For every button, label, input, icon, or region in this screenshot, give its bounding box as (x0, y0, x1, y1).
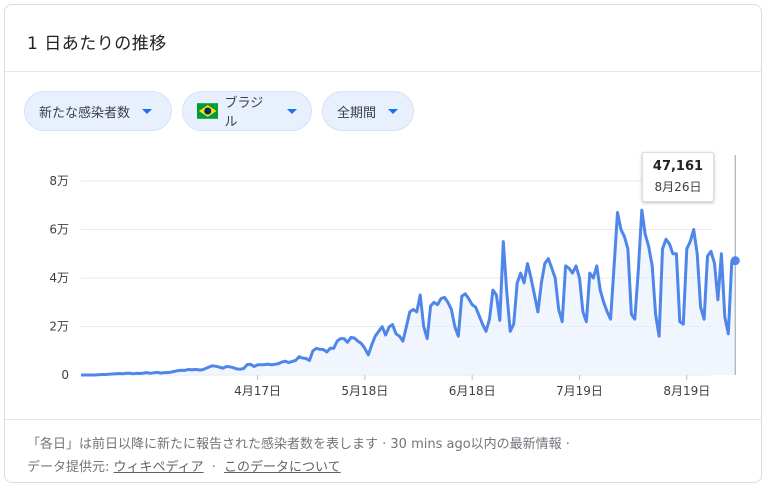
caret-down-icon (142, 108, 153, 114)
footer-note: 「各日」は前日以降に新たに報告された感染者数を表します · 30 mins ag… (27, 437, 570, 452)
metric-dropdown-label: 新たな感染者数 (39, 105, 131, 121)
y-tick-label: 6万 (49, 223, 69, 237)
tooltip-value: 47,161 (652, 159, 704, 174)
caret-down-icon (388, 108, 399, 114)
caret-down-icon (287, 108, 297, 114)
x-tick-label: 8月19日 (663, 384, 710, 398)
country-dropdown-label: ブラジル (224, 96, 264, 130)
tooltip-date: 8月26日 (654, 180, 702, 194)
footer-divider (5, 419, 761, 420)
x-tick-label: 5月18日 (341, 384, 388, 398)
y-tick-label: 8万 (49, 174, 69, 188)
source-label: データ提供元: (27, 460, 110, 475)
y-tick-label: 4万 (49, 271, 69, 285)
brazil-flag-icon (197, 103, 219, 119)
series-line (81, 208, 736, 377)
period-dropdown-label: 全期間 (337, 105, 377, 121)
chart-tooltip: 47,161 8月26日 (642, 152, 714, 202)
x-tick-label: 6月18日 (449, 384, 496, 398)
separator: · (211, 460, 216, 475)
daily-cases-chart[interactable]: 0 2万 4万 6万 8万 4月17日 5月18日 6月18日 7月19日 8月19日 (5, 155, 763, 415)
x-tick-label: 4月17日 (234, 384, 281, 398)
footer-source: データ提供元: ウィキペディア · このデータについて (27, 456, 341, 475)
country-dropdown[interactable]: ブラジル (182, 91, 312, 131)
y-tick-label: 2万 (49, 320, 69, 334)
wikipedia-link[interactable]: ウィキペディア (113, 460, 204, 475)
about-data-link[interactable]: このデータについて (224, 460, 341, 475)
metric-dropdown[interactable]: 新たな感染者数 (24, 91, 172, 131)
hover-point (730, 256, 740, 266)
series-area (81, 210, 736, 375)
x-tick-label: 7月19日 (556, 384, 603, 398)
y-tick-label: 0 (61, 368, 69, 382)
covid-daily-card: 1 日あたりの推移 新たな感染者数 ブラジル 全期間 0 2万 4万 6万 8万 4月17… (4, 4, 762, 483)
card-title: 1 日あたりの推移 (27, 34, 167, 54)
header-divider (5, 71, 761, 72)
period-dropdown[interactable]: 全期間 (322, 91, 414, 131)
